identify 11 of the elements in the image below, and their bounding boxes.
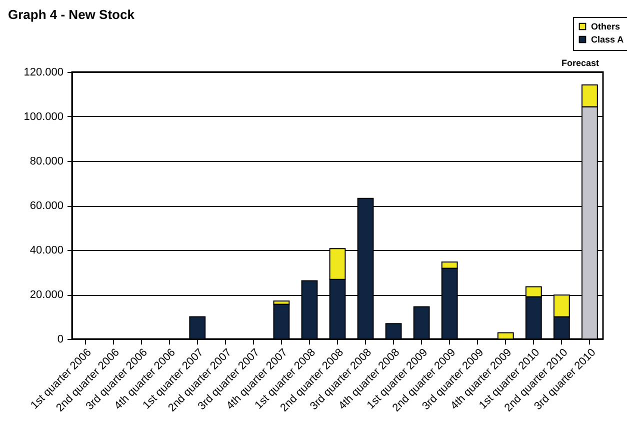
legend-label: Class A (591, 34, 624, 44)
text: Forecast (561, 58, 599, 68)
legend-label: Others (591, 22, 620, 32)
y-tick-label: 20.000 (30, 289, 64, 301)
y-tick-label: 100.000 (24, 111, 64, 123)
y-tick-label: 0 (57, 334, 64, 346)
y-tick-label: 60.000 (30, 200, 64, 212)
y-tick-label: 80.000 (30, 156, 64, 168)
y-tick-label: 120.000 (24, 66, 64, 78)
chart-title: Graph 4 - New Stock (8, 7, 136, 22)
y-tick-label: 40.000 (30, 244, 64, 256)
